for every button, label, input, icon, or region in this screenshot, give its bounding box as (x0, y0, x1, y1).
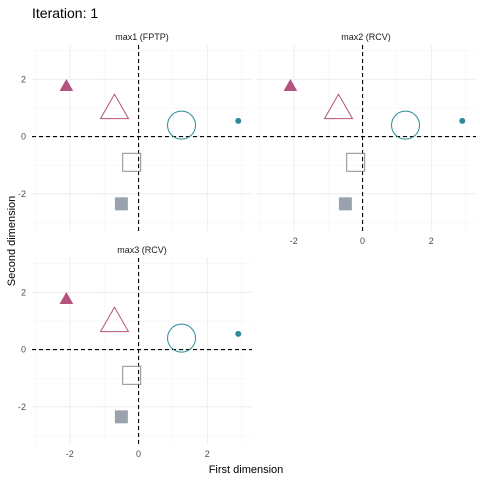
filled-circle-point (235, 117, 242, 124)
x-axis-title: First dimension (209, 464, 284, 476)
open-triangle-point (323, 93, 354, 120)
open-square-point (346, 152, 366, 172)
facet-strip-label: max1 (FPTP) (115, 32, 169, 42)
y-tick-label: 2 (21, 74, 26, 84)
panel-background (32, 258, 252, 444)
y-tick-label: 2 (21, 287, 26, 297)
x-tick-label: 2 (205, 449, 210, 459)
filled-circle-point (235, 330, 242, 337)
open-circle-point (391, 110, 421, 140)
open-circle-point (167, 323, 197, 353)
open-square-point (122, 152, 142, 172)
x-tick-label: -2 (66, 449, 74, 459)
filled-triangle-point (283, 79, 298, 91)
filled-square-point (114, 197, 128, 211)
y-tick-label: -2 (18, 189, 26, 199)
open-circle-point (167, 110, 197, 140)
filled-circle-point (459, 117, 466, 124)
panel-background (256, 45, 476, 231)
panels: max1 (FPTP) -2 0 2 max2 (RCV) -2 0 2 max3 (RCV) -… (18, 32, 476, 459)
filled-triangle-point (59, 292, 74, 304)
x-tick-label: 0 (136, 449, 141, 459)
x-tick-label: -2 (290, 236, 298, 246)
chart-title: Iteration: 1 (32, 5, 98, 21)
facet-strip-label: max3 (RCV) (117, 245, 167, 255)
panel-3: max3 (RCV) -2 0 2 -2 0 2 (18, 245, 252, 459)
facet-strip-label: max2 (RCV) (341, 32, 391, 42)
filled-square-point (338, 197, 352, 211)
x-tick-label: 0 (360, 236, 365, 246)
y-tick-label: 0 (21, 132, 26, 142)
filled-triangle-point (59, 79, 74, 91)
panel-1: max1 (FPTP) -2 0 2 (18, 32, 252, 231)
panel-2: max2 (RCV) -2 0 2 (256, 32, 476, 246)
x-tick-label: 2 (429, 236, 434, 246)
panel-background (32, 45, 252, 231)
y-tick-label: -2 (18, 402, 26, 412)
y-tick-label: 0 (21, 345, 26, 355)
filled-square-point (114, 410, 128, 424)
open-square-point (122, 365, 142, 385)
open-triangle-point (99, 306, 130, 333)
y-axis-title: Second dimension (6, 196, 18, 287)
open-triangle-point (99, 93, 130, 120)
